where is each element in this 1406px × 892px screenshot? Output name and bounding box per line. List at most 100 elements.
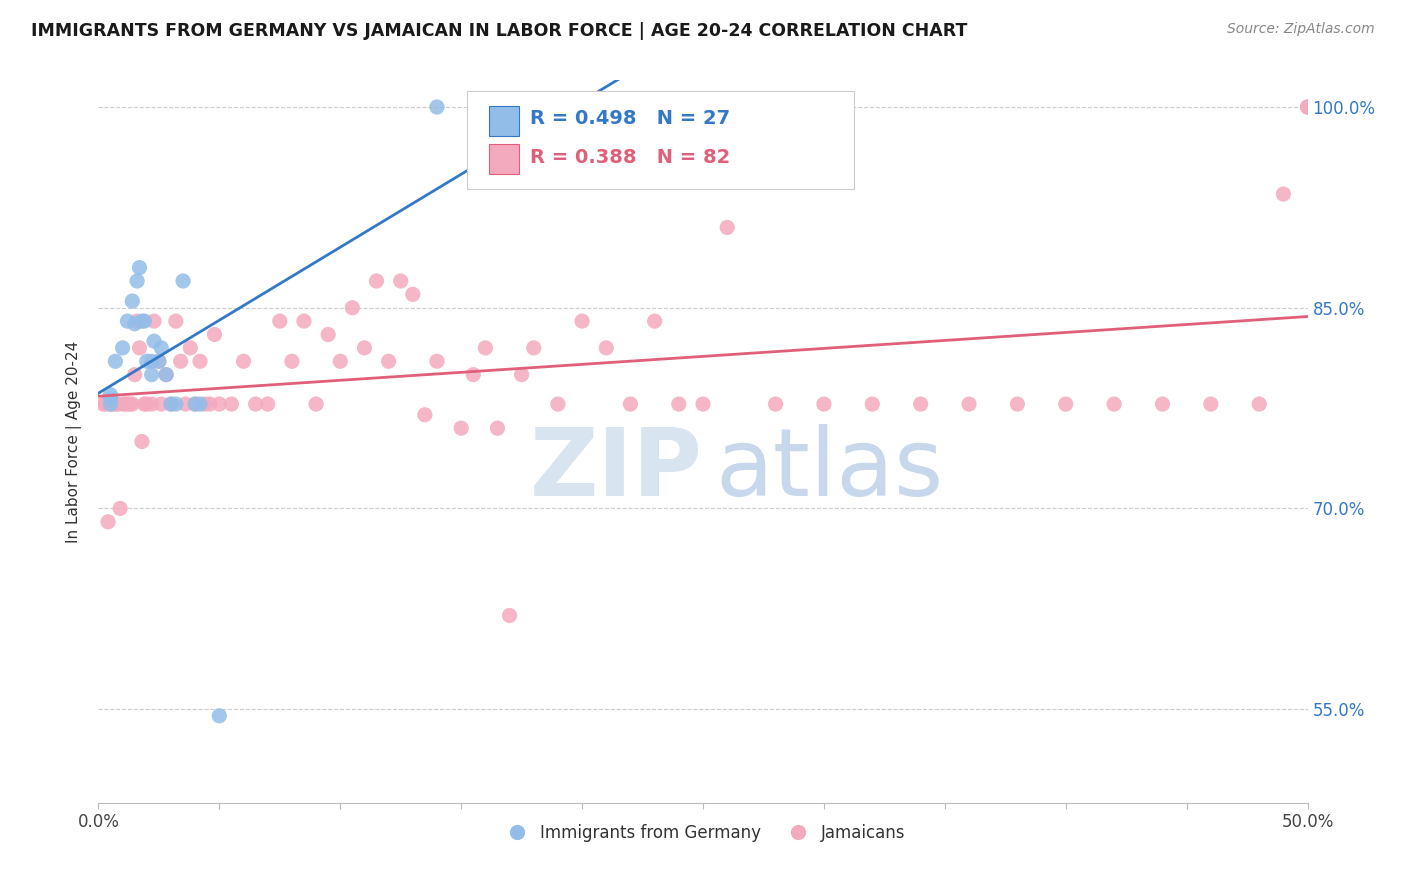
Point: [188, 354, 211, 368]
Point: [184, 397, 207, 411]
Point: [245, 397, 267, 411]
Point: [1296, 100, 1319, 114]
Point: [141, 354, 163, 368]
Point: [97, 515, 120, 529]
Point: [208, 397, 231, 411]
Point: [160, 397, 183, 411]
Point: [1272, 187, 1295, 202]
FancyBboxPatch shape: [467, 91, 855, 189]
Point: [1007, 397, 1029, 411]
Point: [135, 397, 157, 411]
Point: [108, 501, 131, 516]
Point: [107, 397, 129, 411]
Point: [765, 397, 787, 411]
Point: [134, 314, 156, 328]
Point: [155, 368, 177, 382]
Point: [269, 314, 291, 328]
Point: [94, 397, 117, 411]
Point: [131, 314, 153, 328]
Point: [668, 397, 690, 411]
Point: [208, 708, 231, 723]
Point: [204, 327, 226, 342]
Text: Source: ZipAtlas.com: Source: ZipAtlas.com: [1227, 22, 1375, 37]
Point: [117, 397, 139, 411]
Point: [121, 294, 143, 309]
Point: [141, 397, 163, 411]
Point: [1102, 397, 1125, 411]
Point: [101, 397, 124, 411]
Bar: [489, 144, 519, 174]
Point: [377, 354, 399, 368]
Point: [619, 397, 641, 411]
Point: [141, 368, 163, 382]
Point: [1054, 397, 1077, 411]
Point: [124, 368, 146, 382]
Point: [474, 341, 496, 355]
Point: [127, 274, 149, 288]
Point: [450, 421, 472, 435]
Point: [188, 397, 211, 411]
Point: [117, 314, 139, 328]
Point: [413, 408, 436, 422]
Point: [104, 397, 127, 411]
Point: [1152, 397, 1174, 411]
Point: [1249, 397, 1271, 411]
Point: [148, 354, 170, 368]
Point: [342, 301, 364, 315]
Point: [402, 287, 425, 301]
Point: [716, 220, 738, 235]
Point: [426, 354, 449, 368]
Point: [134, 397, 156, 411]
Point: [100, 392, 122, 406]
Point: [486, 421, 509, 435]
Point: [128, 341, 150, 355]
Text: ZIP: ZIP: [530, 425, 703, 516]
Point: [571, 314, 593, 328]
Point: [184, 397, 207, 411]
Point: [547, 397, 569, 411]
Point: [143, 314, 166, 328]
Point: [1296, 100, 1319, 114]
Point: [910, 397, 932, 411]
Point: [523, 341, 546, 355]
Point: [169, 354, 191, 368]
Point: [221, 397, 243, 411]
Point: [194, 397, 217, 411]
Point: [329, 354, 352, 368]
Point: [135, 354, 157, 368]
Point: [305, 397, 328, 411]
Point: [389, 274, 412, 288]
Point: [510, 368, 533, 382]
Point: [292, 314, 315, 328]
Point: [91, 397, 114, 411]
Point: [1199, 397, 1222, 411]
Point: [595, 341, 617, 355]
Text: R = 0.388   N = 82: R = 0.388 N = 82: [530, 148, 730, 167]
Point: [100, 397, 122, 411]
Point: [160, 397, 183, 411]
Point: [174, 397, 197, 411]
Point: [124, 317, 146, 331]
Point: [114, 397, 136, 411]
Legend: Immigrants from Germany, Jamaicans: Immigrants from Germany, Jamaicans: [494, 817, 912, 848]
Point: [155, 368, 177, 382]
Point: [100, 387, 122, 401]
Point: [353, 341, 375, 355]
Text: R = 0.498   N = 27: R = 0.498 N = 27: [530, 109, 730, 128]
Text: IMMIGRANTS FROM GERMANY VS JAMAICAN IN LABOR FORCE | AGE 20-24 CORRELATION CHART: IMMIGRANTS FROM GERMANY VS JAMAICAN IN L…: [31, 22, 967, 40]
Point: [316, 327, 339, 342]
Point: [232, 354, 254, 368]
Point: [957, 397, 980, 411]
Y-axis label: In Labor Force | Age 20-24: In Labor Force | Age 20-24: [66, 341, 83, 542]
Bar: [489, 105, 519, 136]
Point: [692, 397, 714, 411]
Point: [644, 314, 666, 328]
Point: [148, 354, 170, 368]
Point: [165, 314, 187, 328]
Point: [121, 397, 143, 411]
Point: [179, 341, 201, 355]
Point: [498, 608, 520, 623]
Text: atlas: atlas: [716, 425, 943, 516]
Point: [256, 397, 278, 411]
Point: [860, 397, 883, 411]
